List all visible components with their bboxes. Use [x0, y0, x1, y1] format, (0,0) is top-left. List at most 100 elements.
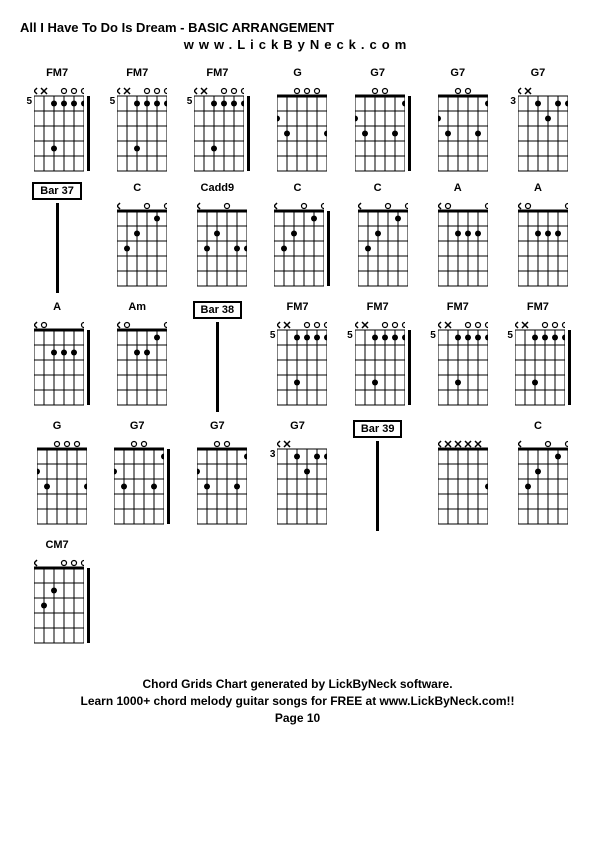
chord-name: C [294, 182, 302, 196]
bar-marker: Bar 39 [341, 420, 415, 531]
chord-cell: C [501, 420, 575, 531]
chord-diagram [345, 84, 411, 174]
bar-line [376, 441, 379, 531]
measure-tick [87, 96, 90, 171]
chord-cell: G [260, 67, 334, 174]
page-subtitle: www.LickByNeck.com [20, 37, 575, 52]
chord-cell: C [341, 182, 415, 293]
bar-line [56, 203, 59, 293]
measure-tick [87, 330, 90, 405]
chord-diagram: 5 [428, 318, 488, 408]
chord-name: FM7 [367, 301, 389, 315]
measure-tick [408, 96, 411, 171]
chord-diagram [428, 84, 488, 174]
chord-diagram [187, 437, 247, 527]
chord-name: Cadd9 [201, 182, 235, 196]
chord-diagram: 3 [267, 437, 327, 527]
chord-diagram [107, 199, 167, 289]
chord-name: C [374, 182, 382, 196]
chord-cell: G7 [100, 420, 174, 531]
chord-cell: C [100, 182, 174, 293]
measure-tick [247, 96, 250, 171]
chord-cell: CM7 [20, 539, 94, 646]
bar-label: Bar 37 [32, 182, 82, 200]
measure-tick [327, 211, 330, 286]
chord-name: FM7 [447, 301, 469, 315]
chord-diagram [264, 199, 330, 289]
chord-diagram: 5 [24, 84, 90, 174]
chord-diagram [267, 84, 327, 174]
chord-cell: FM7 5 [341, 301, 415, 412]
footer-line-2: Learn 1000+ chord melody guitar songs fo… [20, 693, 575, 710]
chord-cell: G7 [421, 67, 495, 174]
chord-cell: C [260, 182, 334, 293]
fret-number: 5 [428, 330, 436, 341]
chord-cell: FM7 5 [20, 67, 94, 174]
chord-name: FM7 [206, 67, 228, 81]
bar-label: Bar 38 [193, 301, 243, 319]
chord-diagram: 3 [508, 84, 568, 174]
chord-diagram [104, 437, 170, 527]
chord-diagram [508, 199, 568, 289]
chord-diagram [428, 199, 488, 289]
chord-name: FM7 [126, 67, 148, 81]
chord-diagram: 5 [107, 84, 167, 174]
fret-number: 5 [505, 330, 513, 341]
chord-diagram [27, 437, 87, 527]
fret-number: 3 [508, 96, 516, 107]
chord-diagram [508, 437, 568, 527]
chord-name: G7 [130, 420, 145, 434]
chord-name: FM7 [286, 301, 308, 315]
chord-diagram [24, 556, 90, 646]
chord-cell: Cadd9 [180, 182, 254, 293]
measure-tick [167, 449, 170, 524]
chord-name: A [53, 301, 61, 315]
chord-name: FM7 [46, 67, 68, 81]
chord-cell: FM7 5 [501, 301, 575, 412]
footer-line-1: Chord Grids Chart generated by LickByNec… [20, 676, 575, 693]
chord-diagram: 5 [505, 318, 571, 408]
page-footer: Chord Grids Chart generated by LickByNec… [20, 676, 575, 726]
chord-name: CM7 [45, 539, 68, 553]
chord-cell: FM7 5 [260, 301, 334, 412]
chord-name: C [133, 182, 141, 196]
bar-line [216, 322, 219, 412]
chord-name: Am [128, 301, 146, 315]
fret-number: 3 [267, 449, 275, 460]
chord-cell: FM7 5 [421, 301, 495, 412]
chord-name: G7 [210, 420, 225, 434]
chord-diagram: 5 [345, 318, 411, 408]
chord-diagram [107, 318, 167, 408]
chord-name: G7 [531, 67, 546, 81]
chord-name: G7 [290, 420, 305, 434]
page-title: All I Have To Do Is Dream - BASIC ARRANG… [20, 20, 575, 35]
chord-cell [421, 420, 495, 531]
chord-diagram: 5 [184, 84, 250, 174]
chord-name: C [534, 420, 542, 434]
chord-cell: FM7 5 [180, 67, 254, 174]
chord-cell: A [421, 182, 495, 293]
fret-number: 5 [345, 330, 353, 341]
chord-name: G7 [370, 67, 385, 81]
chord-cell: Am [100, 301, 174, 412]
chord-name: FM7 [527, 301, 549, 315]
chord-name: G [293, 67, 302, 81]
fret-number: 5 [107, 96, 115, 107]
chord-cell: G7 [180, 420, 254, 531]
fret-number: 5 [24, 96, 32, 107]
fret-number: 5 [184, 96, 192, 107]
chord-grid: FM7 5 FM7 5 FM7 5 G G7 G7 G7 3 Bar 37 C Cadd9 C C A A A Am B… [20, 67, 575, 646]
chord-cell: G [20, 420, 94, 531]
measure-tick [568, 330, 571, 405]
chord-cell: G7 3 [260, 420, 334, 531]
fret-number: 5 [267, 330, 275, 341]
measure-tick [87, 568, 90, 643]
chord-cell: G7 [341, 67, 415, 174]
chord-cell: A [501, 182, 575, 293]
bar-marker: Bar 38 [180, 301, 254, 412]
chord-diagram [24, 318, 90, 408]
chord-name: A [454, 182, 462, 196]
chord-name: A [534, 182, 542, 196]
footer-line-3: Page 10 [20, 710, 575, 727]
bar-label: Bar 39 [353, 420, 403, 438]
